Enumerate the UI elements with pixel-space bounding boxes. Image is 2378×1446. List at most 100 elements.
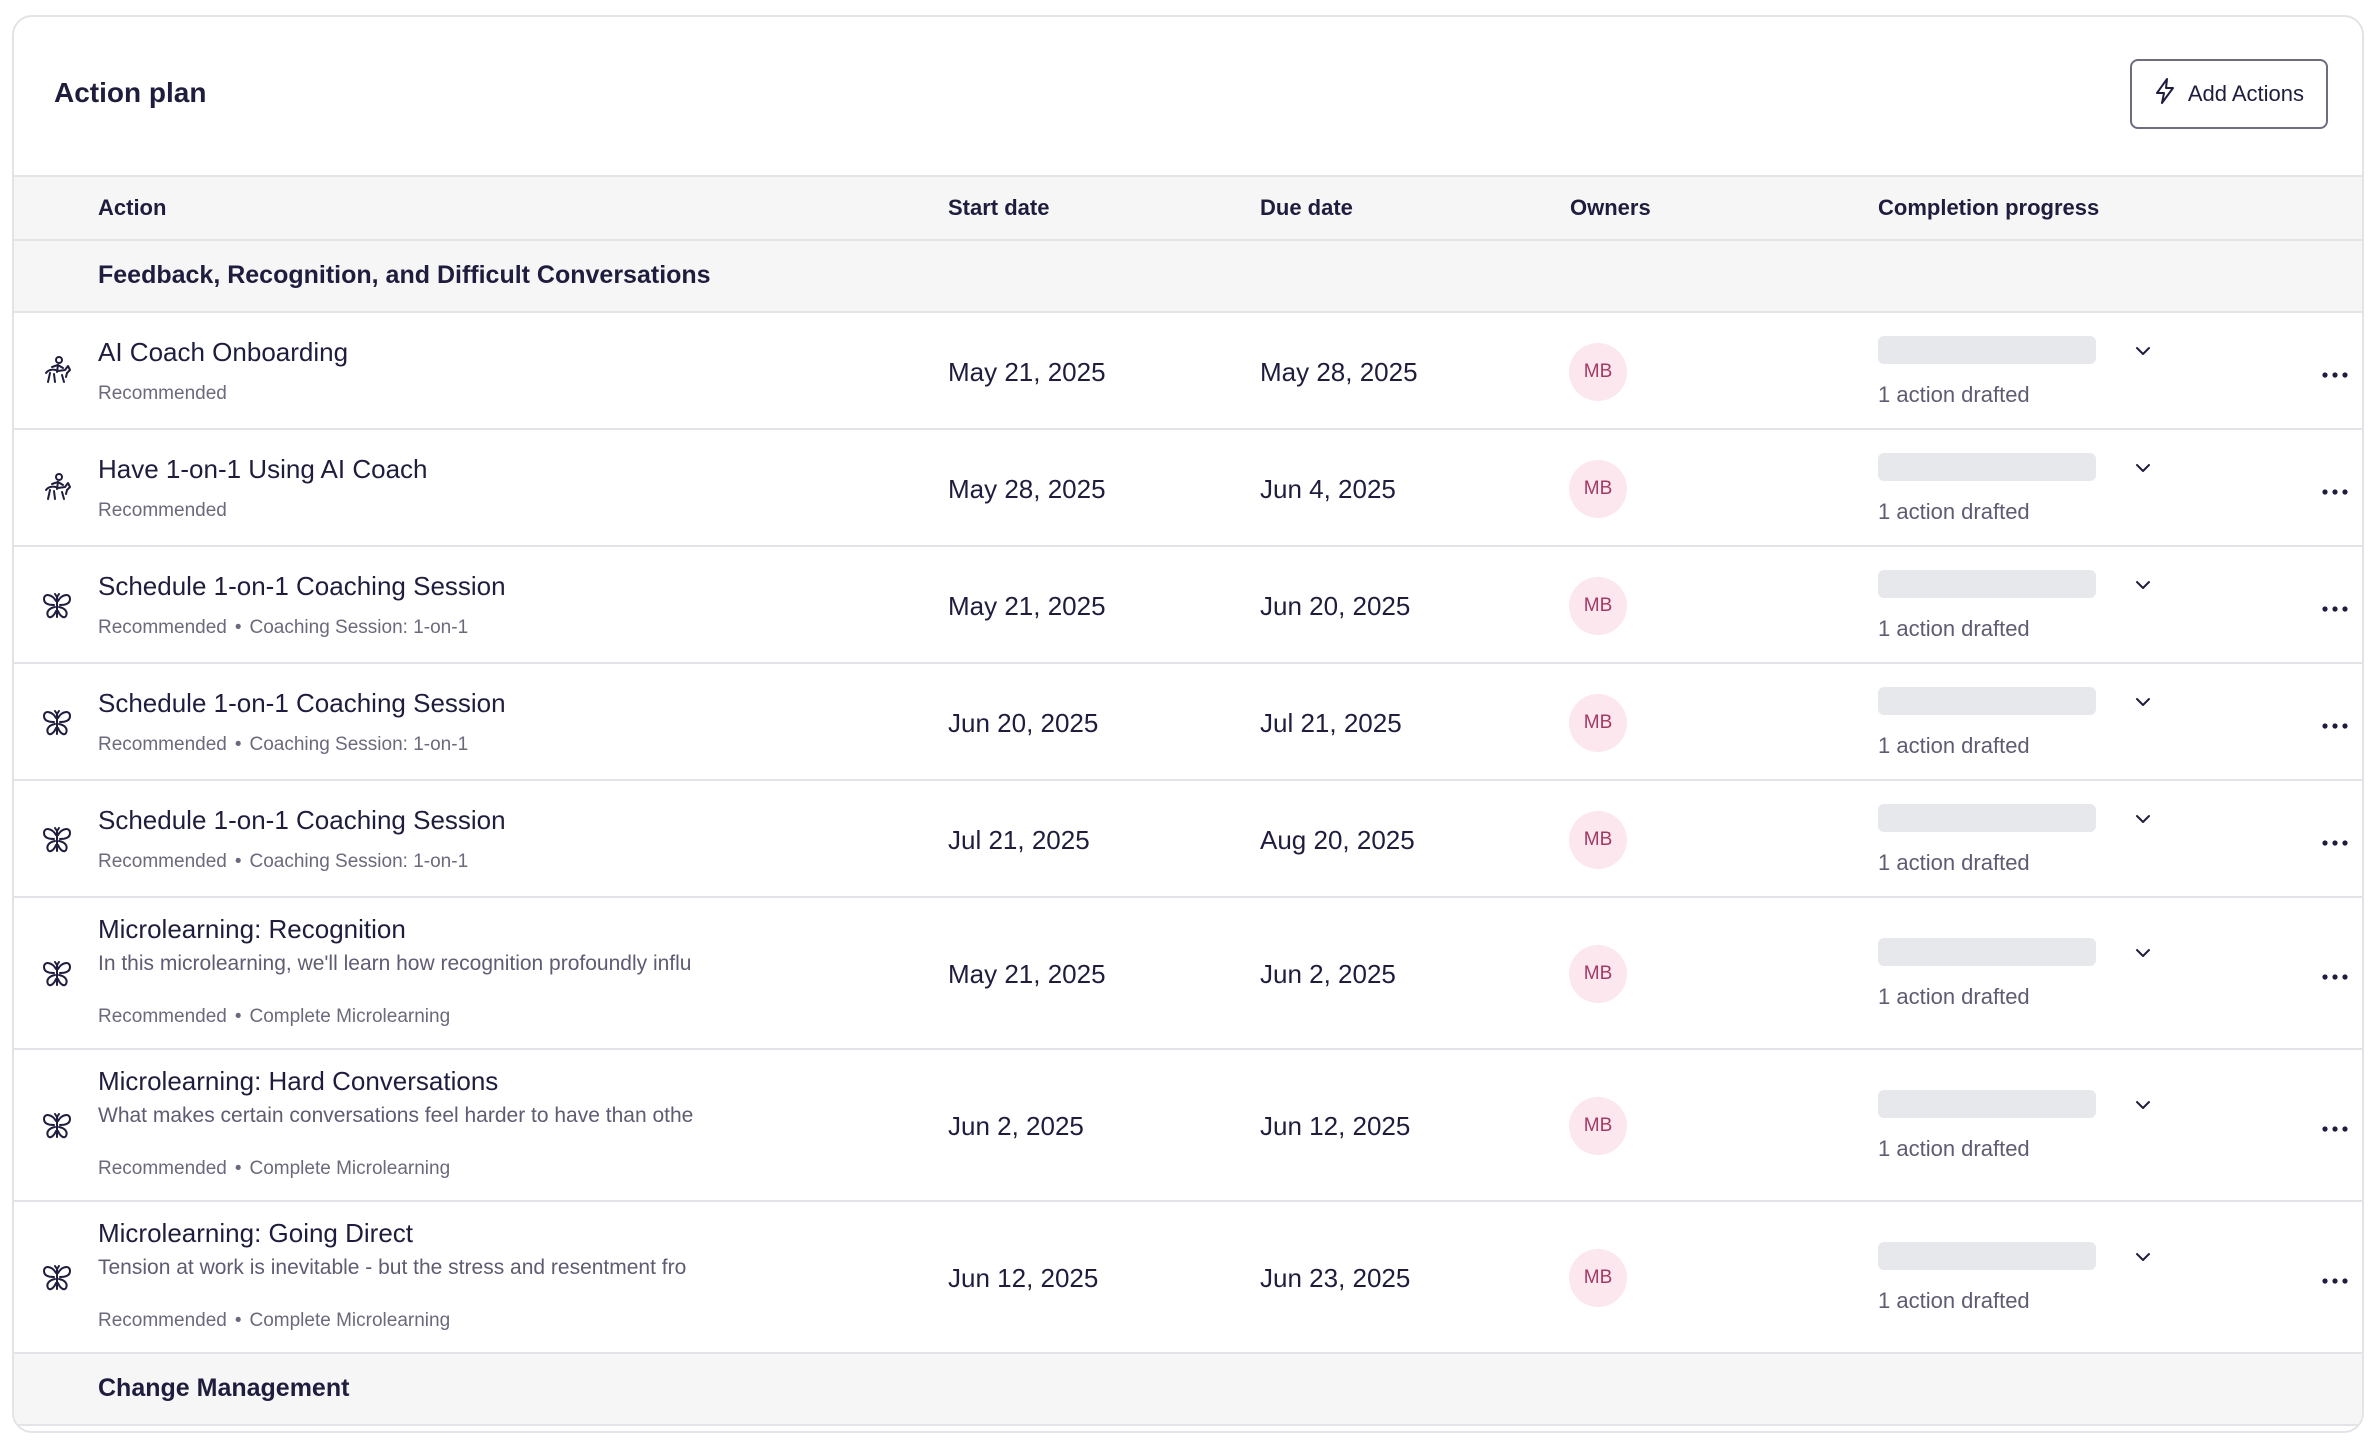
action-tags: Recommended — [98, 500, 227, 522]
action-tag: Coaching Session: 1-on-1 — [249, 617, 469, 638]
completion-progress-bar — [1878, 686, 2096, 715]
due-date: Jun 23, 2025 — [1260, 1263, 1411, 1293]
table-row[interactable]: Microlearning: Recognition In this microl… — [14, 898, 2362, 1050]
action-tag: Complete Microlearning — [249, 1006, 451, 1027]
completion-progress-bar — [1878, 1090, 2096, 1118]
column-header-start-date: Start date — [948, 195, 1050, 220]
due-date: Jun 2, 2025 — [1260, 959, 1396, 989]
owner-avatar: MB — [1569, 945, 1627, 1003]
more-options-icon[interactable] — [2320, 1273, 2350, 1284]
butterfly-icon — [40, 957, 74, 991]
owner-avatar: MB — [1569, 810, 1627, 869]
action-tag: Recommended — [98, 734, 227, 755]
table-row[interactable]: Have 1-on-1 Using AI Coach Recommended May… — [14, 430, 2362, 547]
chevron-down-icon[interactable] — [2132, 340, 2154, 362]
action-title[interactable]: Microlearning: Recognition — [98, 914, 406, 944]
table-row[interactable]: AI Coach Onboarding Recommended May 21, 20… — [14, 313, 2362, 430]
butterfly-icon — [40, 823, 74, 857]
action-title[interactable]: Microlearning: Hard Conversations — [98, 1066, 499, 1096]
action-tags: Recommended — [98, 383, 227, 405]
action-title[interactable]: AI Coach Onboarding — [98, 337, 349, 367]
due-date: Jun 20, 2025 — [1260, 590, 1411, 621]
action-title[interactable]: Schedule 1-on-1 Coaching Session — [98, 571, 506, 601]
chevron-down-icon[interactable] — [2132, 574, 2154, 596]
tag-separator: • — [234, 1310, 242, 1331]
owner-avatar: MB — [1569, 576, 1627, 635]
action-tags: Recommended • Complete Microlearning — [98, 1006, 450, 1028]
column-header-action: Action — [98, 195, 167, 220]
chevron-down-icon[interactable] — [2132, 808, 2154, 830]
chevron-down-icon[interactable] — [2132, 942, 2154, 964]
tag-separator: • — [234, 617, 242, 638]
page-title: Action plan — [54, 77, 207, 108]
more-options-icon[interactable] — [2320, 367, 2350, 378]
horse-rider-icon — [40, 472, 74, 506]
owner-avatar: MB — [1569, 1249, 1627, 1307]
completion-progress-bar — [1878, 803, 2096, 832]
column-header-due-date: Due date — [1260, 195, 1353, 220]
due-date: May 28, 2025 — [1260, 356, 1418, 387]
progress-status-text: 1 action drafted — [1878, 984, 2030, 1009]
action-tag: Complete Microlearning — [249, 1310, 451, 1331]
tag-separator: • — [234, 851, 242, 872]
start-date: Jun 2, 2025 — [948, 1111, 1084, 1141]
action-plan-card: Action plan Add Actions Action Start dat… — [12, 15, 2364, 1433]
group-row: Change Management — [14, 1354, 2362, 1426]
table-row[interactable]: Schedule 1-on-1 Coaching Session Recommen… — [14, 781, 2362, 898]
more-options-icon[interactable] — [2320, 1121, 2350, 1132]
action-tags: Recommended • Coaching Session: 1-on-1 — [98, 734, 468, 756]
table-row[interactable]: Schedule 1-on-1 Coaching Session Recommen… — [14, 547, 2362, 664]
action-title[interactable]: Microlearning: Going Direct — [98, 1218, 414, 1248]
chevron-down-icon[interactable] — [2132, 1094, 2154, 1116]
owner-avatar: MB — [1569, 693, 1627, 752]
more-options-icon[interactable] — [2320, 718, 2350, 729]
action-tags: Recommended • Complete Microlearning — [98, 1310, 450, 1332]
completion-progress-bar — [1878, 938, 2096, 966]
action-tags: Recommended • Coaching Session: 1-on-1 — [98, 617, 468, 639]
progress-status-text: 1 action drafted — [1878, 1288, 2030, 1313]
completion-progress-bar — [1878, 569, 2096, 598]
start-date: May 21, 2025 — [948, 959, 1106, 989]
action-tag: Recommended — [98, 617, 227, 638]
chevron-down-icon[interactable] — [2132, 691, 2154, 713]
group-title: Change Management — [98, 1374, 350, 1402]
group-title: Feedback, Recognition, and Difficult Con… — [98, 261, 711, 289]
column-header-owners: Owners — [1570, 195, 1651, 220]
table-row[interactable]: Microlearning: Hard Conversations What ma… — [14, 1050, 2362, 1202]
start-date: Jul 21, 2025 — [948, 824, 1090, 855]
owner-avatar: MB — [1569, 459, 1627, 518]
tag-separator: • — [234, 1158, 242, 1179]
card-header: Action plan Add Actions — [14, 17, 2362, 175]
start-date: Jun 12, 2025 — [948, 1263, 1099, 1293]
more-options-icon[interactable] — [2320, 601, 2350, 612]
start-date: May 21, 2025 — [948, 356, 1106, 387]
progress-status-text: 1 action drafted — [1878, 849, 2030, 875]
lightning-icon — [2154, 78, 2176, 110]
action-description: What makes certain conversations feel ha… — [98, 1104, 694, 1127]
chevron-down-icon[interactable] — [2132, 457, 2154, 479]
action-tag: Recommended — [98, 1006, 227, 1027]
action-title[interactable]: Schedule 1-on-1 Coaching Session — [98, 688, 506, 718]
more-options-icon[interactable] — [2320, 969, 2350, 980]
butterfly-icon — [40, 706, 74, 740]
action-tags: Recommended • Complete Microlearning — [98, 1158, 450, 1180]
action-title[interactable]: Schedule 1-on-1 Coaching Session — [98, 805, 506, 835]
action-title[interactable]: Have 1-on-1 Using AI Coach — [98, 454, 428, 484]
more-options-icon[interactable] — [2320, 484, 2350, 495]
action-tag: Recommended — [98, 1158, 227, 1179]
chevron-down-icon[interactable] — [2132, 1246, 2154, 1268]
butterfly-icon — [40, 1109, 74, 1143]
action-tag: Recommended — [98, 500, 227, 521]
column-header-completion: Completion progress — [1878, 195, 2100, 220]
add-actions-button[interactable]: Add Actions — [2129, 59, 2328, 129]
tag-separator: • — [234, 734, 242, 755]
action-description: Tension at work is inevitable - but the … — [98, 1256, 687, 1279]
due-date: Jul 21, 2025 — [1260, 707, 1402, 738]
butterfly-icon — [40, 589, 74, 623]
more-options-icon[interactable] — [2320, 835, 2350, 846]
progress-status-text: 1 action drafted — [1878, 615, 2030, 641]
tag-separator: • — [234, 1006, 242, 1027]
table-row[interactable]: Microlearning: Going Direct Tension at wo… — [14, 1202, 2362, 1354]
table-row[interactable]: Schedule 1-on-1 Coaching Session Recommen… — [14, 664, 2362, 781]
action-tag: Coaching Session: 1-on-1 — [249, 734, 469, 755]
